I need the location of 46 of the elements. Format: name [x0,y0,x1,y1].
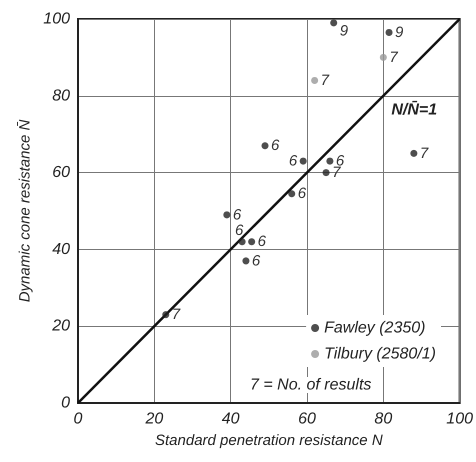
x-axis-title: Standard penetration resistance N [155,432,383,449]
point [162,311,170,318]
point [311,76,318,84]
point [288,190,296,198]
y-tick-label: 20 [51,318,70,335]
point [330,19,338,26]
annotation: 6 [252,252,261,270]
x-tick-label: 40 [222,410,240,428]
x-tick-label: 20 [144,410,164,428]
annotation: 7 = No. of results [250,376,372,394]
point [248,238,256,246]
point [242,257,250,264]
point [410,150,418,157]
annotation: 9 [340,22,349,40]
y-tick-label: 40 [52,240,70,258]
annotation: 7 [389,48,398,66]
annotation: 7 [320,72,330,89]
y-tick-label: 60 [52,164,70,182]
x-tick-label: 60 [298,410,316,428]
point [223,211,230,218]
point [300,158,307,165]
annotation: 6 [234,222,244,240]
y-axis-title: Dynamic cone resistance N̄ [16,120,34,302]
point [380,54,387,61]
annotation: 6 [258,233,267,250]
y-tick-label: 0 [61,394,70,412]
point [322,169,330,176]
x-tick-label: 0 [74,410,83,428]
legend-label: Fawley (2350) [324,320,426,336]
point [262,142,269,150]
annotation: 6 [288,152,298,170]
x-tick-label: 100 [446,410,474,428]
annotation: N/N̄=1 [391,100,438,118]
annotation: 6 [271,137,280,154]
y-tick-label: 100 [43,10,70,28]
annotation: 7 [172,306,181,324]
point [326,158,334,165]
x-tick-label: 80 [374,410,392,428]
point [238,238,246,246]
point [386,28,393,36]
legend-label: Tilbury (2580/1) [324,346,436,362]
annotation: 7 [420,144,429,162]
y-tick-label: 80 [52,87,70,104]
annotation: 9 [395,24,404,41]
annotation: 6 [232,206,242,224]
annotation: 6 [298,185,307,202]
